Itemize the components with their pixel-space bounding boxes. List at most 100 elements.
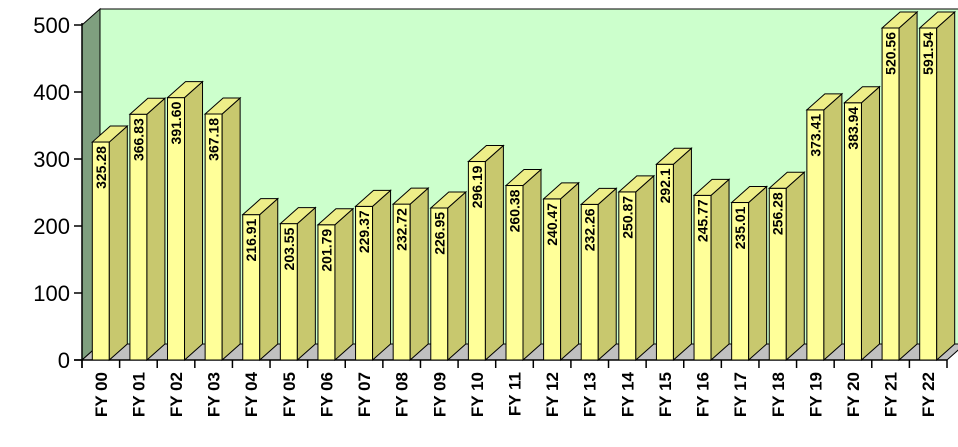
bar-side	[108, 124, 128, 362]
bar: 591.54	[918, 10, 957, 362]
bar: 292.1	[655, 147, 693, 362]
bar-data-label: 240.47	[544, 203, 560, 246]
y-tick-label: 300	[33, 147, 70, 172]
bar-data-label: 366.83	[130, 118, 146, 161]
bar-top	[241, 198, 280, 216]
x-tick-label: FY 01	[129, 372, 148, 417]
bar-top	[843, 86, 881, 104]
bar: 296.19	[467, 144, 505, 362]
bar-top	[128, 97, 167, 115]
bar-side	[560, 181, 580, 362]
bar-side	[409, 186, 429, 362]
bar-data-label: 367.18	[206, 118, 222, 161]
x-tick-label: FY 15	[656, 372, 675, 417]
x-tick-label: FY 12	[543, 372, 562, 417]
bar-top	[504, 169, 543, 187]
bar-top	[617, 175, 656, 193]
bar-side	[447, 190, 467, 362]
bar: 235.01	[730, 185, 768, 362]
bar-data-label: 245.77	[695, 199, 711, 242]
bar-side	[748, 185, 768, 362]
bar: 256.28	[767, 171, 806, 362]
bar-top	[579, 187, 618, 205]
bar-side	[296, 206, 316, 362]
bar: 520.56	[880, 10, 919, 362]
bar-data-label: 591.54	[920, 32, 936, 75]
bar-top	[730, 186, 768, 204]
bar-side	[259, 197, 279, 362]
bar-top	[655, 147, 693, 165]
bar: 229.37	[354, 189, 392, 362]
x-tick-label: FY 08	[393, 372, 412, 417]
bar-front	[919, 27, 938, 361]
bar-data-label: 296.19	[469, 165, 485, 208]
bar-side	[785, 171, 805, 362]
bar-side	[860, 85, 880, 362]
y-tick-label: 100	[33, 281, 70, 306]
bar: 232.72	[391, 186, 430, 362]
bar-side	[334, 207, 354, 362]
bar-data-label: 232.26	[582, 208, 598, 251]
bar-side	[184, 80, 204, 362]
bar-top	[880, 11, 919, 29]
bar-top	[805, 93, 844, 111]
bar-top	[429, 191, 468, 209]
bar-side	[372, 189, 392, 362]
bar-side	[221, 96, 241, 362]
x-tick-label: FY 07	[355, 372, 374, 417]
bar-data-label: 216.91	[243, 218, 259, 261]
bar-top	[316, 208, 355, 226]
bar: 260.38	[504, 168, 543, 362]
bar-data-label: 203.55	[281, 227, 297, 270]
bar-data-label: 292.1	[657, 168, 673, 203]
bar-side	[522, 168, 542, 362]
bar-data-label: 201.79	[318, 229, 334, 272]
bar-data-label: 391.60	[168, 101, 184, 144]
x-tick-labels: FY 00 FY 01 FY 02 FY 03 FY 04 FY 05 FY 06 FY 07…	[92, 371, 938, 417]
bar-side	[672, 147, 692, 362]
x-tick-label: FY 21	[882, 372, 901, 417]
bar-top	[90, 125, 129, 143]
bar-top	[354, 189, 392, 207]
bar: 232.26	[579, 187, 618, 362]
bar-data-label: 232.72	[394, 208, 410, 251]
x-tick-label: FY 10	[468, 372, 487, 417]
bar: 373.41	[805, 92, 844, 362]
bar-top	[391, 187, 430, 205]
bar: 203.55	[279, 206, 317, 362]
bar: 226.95	[429, 190, 468, 362]
bar: 367.18	[203, 96, 242, 362]
bar: 250.87	[617, 174, 656, 362]
bar: 216.91	[241, 197, 280, 362]
bar-side	[597, 187, 617, 362]
bar-side	[898, 10, 918, 362]
bar-data-label: 256.28	[770, 192, 786, 235]
bar-data-label: 260.38	[507, 189, 523, 232]
x-tick-label: FY 16	[694, 372, 713, 417]
x-tick-label: FY 09	[430, 372, 449, 417]
x-tick-label: FY 02	[167, 372, 186, 417]
x-tick-label: FY 14	[618, 371, 637, 417]
x-tick-label: FY 20	[844, 372, 863, 417]
bar: 245.77	[692, 178, 731, 362]
x-tick-label: FY 03	[205, 372, 224, 417]
bar-data-label: 229.37	[356, 210, 372, 253]
bar: 201.79	[316, 207, 355, 362]
bar-front	[881, 27, 900, 361]
bar-side	[936, 10, 956, 362]
x-tick-label: FY 05	[280, 372, 299, 417]
bar-top	[203, 97, 242, 115]
x-tick-label: FY 04	[242, 371, 261, 417]
bar-top	[467, 145, 505, 163]
bar-data-label: 383.94	[845, 107, 861, 150]
bar-top	[918, 11, 957, 29]
bar-top	[692, 178, 731, 196]
bar: 383.94	[843, 85, 881, 362]
bar-data-label: 520.56	[883, 32, 899, 75]
y-tick-label: 0	[58, 348, 70, 373]
bar-side	[484, 144, 504, 362]
x-tick-label: FY 00	[92, 372, 111, 417]
y-tick-label: 500	[33, 13, 70, 38]
bar-side	[823, 92, 843, 362]
bar-side	[710, 178, 730, 362]
